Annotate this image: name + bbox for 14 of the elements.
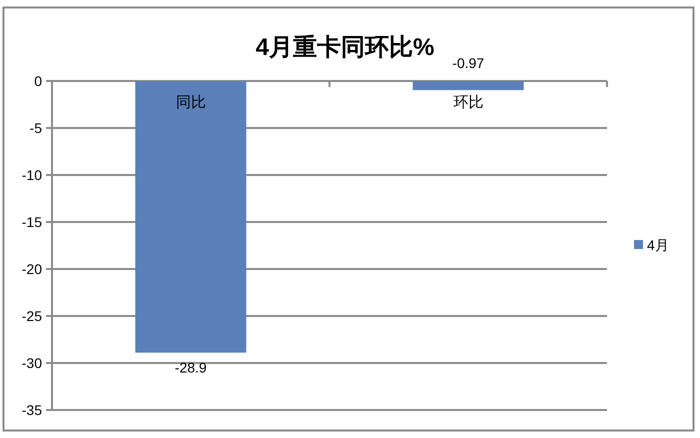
y-tick-label: -30 (22, 355, 42, 371)
y-tick-label: -35 (22, 402, 42, 418)
data-label: -28.9 (174, 360, 207, 376)
y-tick-label: -25 (22, 308, 42, 324)
y-tick-label: -15 (22, 214, 42, 230)
y-tick-label: -20 (22, 261, 42, 277)
legend-label: 4月 (647, 237, 669, 253)
y-tick-label: 0 (34, 73, 42, 89)
x-tick-label: 环比 (453, 94, 484, 111)
y-tick-label: -10 (22, 167, 42, 183)
title: 4月重卡同环比% (256, 34, 434, 61)
x-tick-label: 同比 (176, 94, 206, 111)
y-tick-label: -5 (30, 120, 42, 136)
data-label: -0.97 (452, 55, 484, 71)
